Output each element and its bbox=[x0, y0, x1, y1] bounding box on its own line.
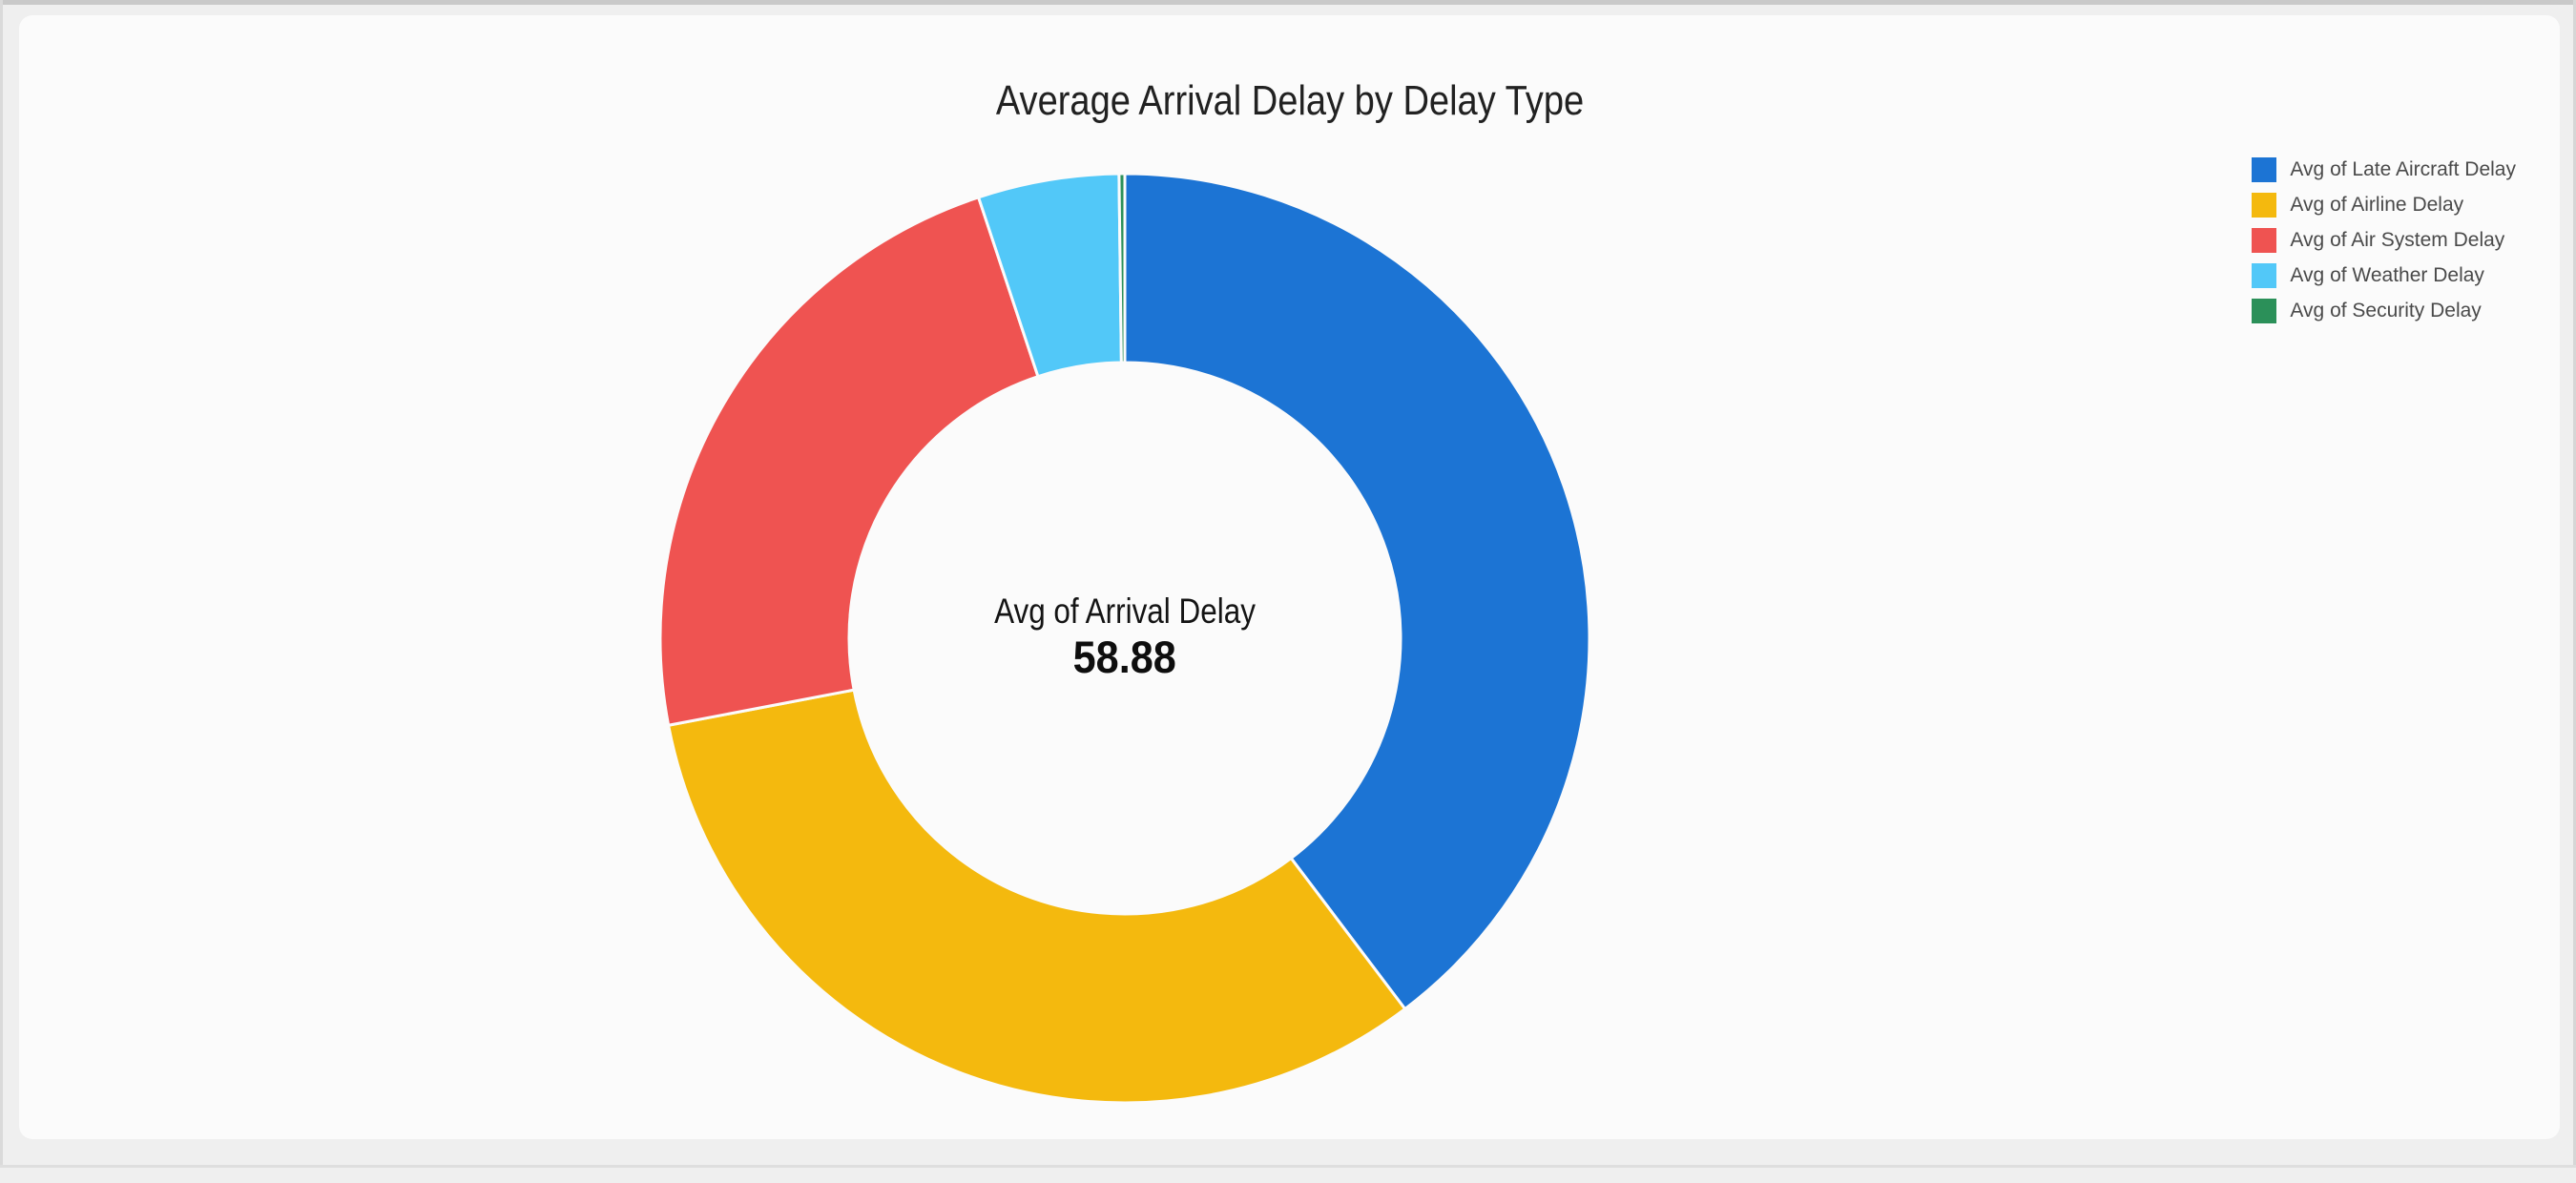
legend-label: Avg of Security Delay bbox=[2290, 300, 2482, 322]
legend-label: Avg of Late Aircraft Delay bbox=[2290, 158, 2516, 180]
legend: Avg of Late Aircraft Delay Avg of Airline… bbox=[2252, 157, 2516, 334]
pie-slice-avg-of-air-system-delay[interactable] bbox=[658, 195, 1040, 728]
donut-chart bbox=[658, 172, 1591, 1105]
legend-item-avg-of-weather-delay[interactable]: Avg of Weather Delay bbox=[2252, 263, 2516, 288]
legend-item-avg-of-late-aircraft-delay[interactable]: Avg of Late Aircraft Delay bbox=[2252, 157, 2516, 182]
window-left-edge bbox=[0, 0, 3, 1168]
legend-swatch-icon bbox=[2252, 299, 2277, 323]
chart-title-text: Average Arrival Delay by Delay Type bbox=[995, 77, 1584, 124]
legend-item-avg-of-air-system-delay[interactable]: Avg of Air System Delay bbox=[2252, 228, 2516, 253]
legend-swatch-icon bbox=[2252, 263, 2277, 288]
window-right-edge bbox=[2573, 0, 2576, 1168]
legend-label: Avg of Air System Delay bbox=[2290, 229, 2505, 251]
pie-slice-avg-of-security-delay[interactable] bbox=[1117, 172, 1127, 364]
legend-swatch-icon bbox=[2252, 193, 2277, 218]
chart-card: Average Arrival Delay by Delay Type Avg … bbox=[19, 15, 2560, 1139]
window-top-edge bbox=[0, 0, 2576, 5]
legend-swatch-icon bbox=[2252, 157, 2277, 182]
window-bottom-edge bbox=[0, 1165, 2576, 1168]
legend-label: Avg of Airline Delay bbox=[2290, 194, 2464, 216]
pie-slice-avg-of-late-aircraft-delay[interactable] bbox=[1123, 172, 1591, 1011]
legend-label: Avg of Weather Delay bbox=[2290, 264, 2484, 286]
legend-item-avg-of-airline-delay[interactable]: Avg of Airline Delay bbox=[2252, 193, 2516, 218]
pie-slice-avg-of-airline-delay[interactable] bbox=[666, 688, 1407, 1105]
legend-item-avg-of-security-delay[interactable]: Avg of Security Delay bbox=[2252, 299, 2516, 323]
legend-swatch-icon bbox=[2252, 228, 2277, 253]
chart-title: Average Arrival Delay by Delay Type bbox=[949, 76, 1630, 126]
